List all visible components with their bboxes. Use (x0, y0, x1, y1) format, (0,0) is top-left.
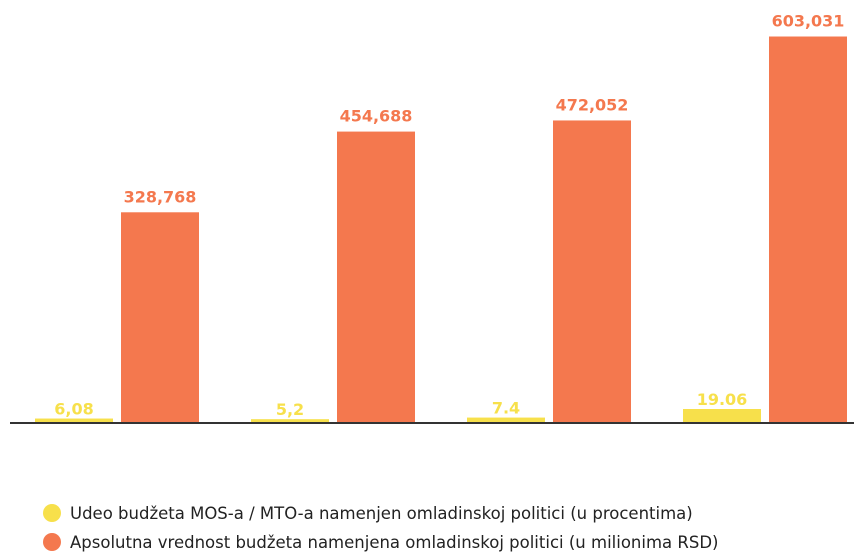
value-label: 472,052 (556, 95, 629, 114)
legend-swatch (43, 504, 61, 522)
bar (467, 417, 545, 423)
value-label: 7.4 (492, 399, 520, 418)
bar (121, 212, 199, 423)
legend-label: Apsolutna vrednost budžeta namenjena oml… (70, 533, 718, 552)
legend-swatch (43, 533, 61, 551)
value-label: 454,688 (340, 107, 413, 126)
bar (35, 418, 113, 423)
value-label: 5,2 (276, 400, 304, 419)
value-label: 328,768 (124, 187, 197, 206)
value-label: 19.06 (697, 390, 748, 409)
bar (769, 36, 847, 423)
bar (553, 120, 631, 423)
bar (251, 419, 329, 423)
legend-label: Udeo budžeta MOS-a / MTO-a namenjen omla… (70, 504, 693, 523)
bar (337, 131, 415, 423)
value-label: 603,031 (772, 12, 845, 31)
bar (683, 409, 761, 423)
value-label: 6,08 (54, 400, 93, 419)
